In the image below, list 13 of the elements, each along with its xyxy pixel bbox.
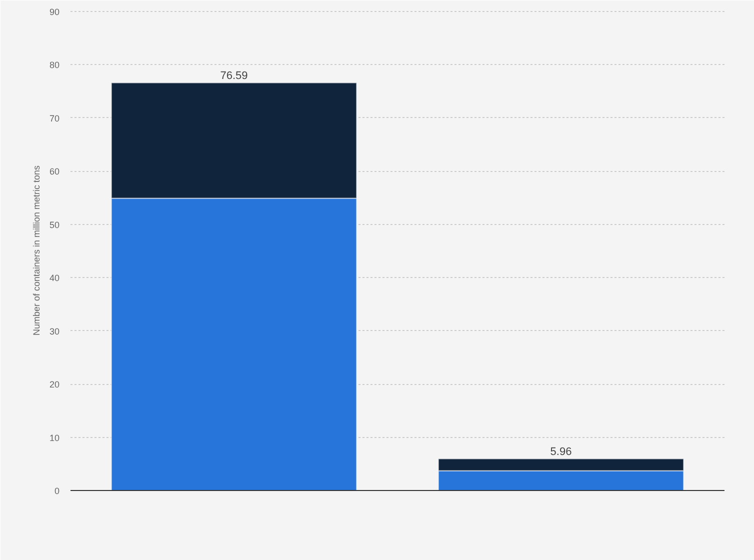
y-axis-title: Number of containers in million metric tons — [31, 164, 42, 336]
y-tick-label: 40 — [49, 273, 60, 284]
y-tick-label: 20 — [49, 380, 60, 390]
y-tick-label: 50 — [49, 220, 60, 230]
y-tick-label: 0 — [54, 486, 60, 496]
total-label: 76.59 — [220, 70, 248, 82]
y-tick-label: 10 — [49, 432, 60, 443]
total-label: 5.96 — [550, 446, 572, 458]
y-tick-label: 70 — [49, 113, 60, 124]
y-tick-label: 30 — [49, 326, 60, 336]
y-tick-label: 90 — [49, 6, 60, 17]
y-tick-label: 60 — [49, 166, 60, 177]
y-tick-label: 80 — [49, 60, 60, 70]
